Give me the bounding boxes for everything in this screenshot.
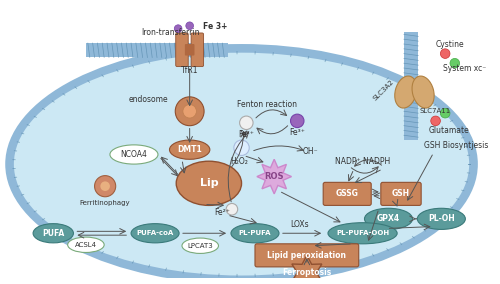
Text: PL-OH: PL-OH xyxy=(428,214,454,223)
FancyBboxPatch shape xyxy=(176,33,188,66)
Text: System xc⁻: System xc⁻ xyxy=(444,64,486,74)
Ellipse shape xyxy=(234,140,249,155)
Text: PUFA: PUFA xyxy=(42,229,64,238)
Ellipse shape xyxy=(182,238,218,253)
FancyBboxPatch shape xyxy=(185,44,194,56)
Text: LOXs: LOXs xyxy=(290,220,308,229)
Circle shape xyxy=(174,25,182,32)
Circle shape xyxy=(440,49,450,59)
Ellipse shape xyxy=(226,203,237,215)
Text: Lipid peroxidation: Lipid peroxidation xyxy=(268,251,346,260)
Text: Fe³⁺: Fe³⁺ xyxy=(290,128,305,137)
Text: Ferroptosis: Ferroptosis xyxy=(282,268,332,277)
Ellipse shape xyxy=(240,116,253,130)
Text: PUFA-coA: PUFA-coA xyxy=(136,230,173,236)
Circle shape xyxy=(186,22,194,30)
Ellipse shape xyxy=(11,50,472,278)
Text: LPCAT3: LPCAT3 xyxy=(188,243,213,249)
Text: TfR1: TfR1 xyxy=(181,66,198,76)
Ellipse shape xyxy=(290,114,304,128)
Ellipse shape xyxy=(131,224,179,243)
Text: Fe 3+: Fe 3+ xyxy=(203,22,228,31)
Text: Fenton reaction: Fenton reaction xyxy=(236,100,296,109)
Text: ROS: ROS xyxy=(264,172,284,181)
Circle shape xyxy=(440,108,450,118)
Text: Glutamate: Glutamate xyxy=(429,126,470,135)
Text: GSSG: GSSG xyxy=(336,189,358,198)
Ellipse shape xyxy=(176,161,242,205)
Ellipse shape xyxy=(33,224,74,243)
Text: GSH Biosyntjesis: GSH Biosyntjesis xyxy=(424,141,488,150)
Ellipse shape xyxy=(110,145,158,164)
Ellipse shape xyxy=(5,44,478,284)
Text: Fe²⁺: Fe²⁺ xyxy=(238,130,254,139)
Polygon shape xyxy=(257,159,292,194)
FancyBboxPatch shape xyxy=(255,244,358,267)
Text: OH⁻: OH⁻ xyxy=(303,147,318,156)
Ellipse shape xyxy=(412,76,434,108)
FancyBboxPatch shape xyxy=(381,182,421,205)
FancyBboxPatch shape xyxy=(191,33,203,66)
Text: ACSL4: ACSL4 xyxy=(75,242,97,248)
Ellipse shape xyxy=(418,208,466,229)
FancyBboxPatch shape xyxy=(404,32,418,140)
Ellipse shape xyxy=(176,97,204,126)
Ellipse shape xyxy=(231,224,279,243)
Ellipse shape xyxy=(100,181,110,191)
Text: SLC7A11: SLC7A11 xyxy=(419,108,450,114)
Text: endosome: endosome xyxy=(129,95,168,104)
Text: NADP⁺ NADPH: NADP⁺ NADPH xyxy=(335,157,390,166)
Text: Fe²⁺: Fe²⁺ xyxy=(214,208,230,217)
FancyBboxPatch shape xyxy=(323,182,371,205)
Text: DMT1: DMT1 xyxy=(178,145,202,154)
Text: Iron-transferrin: Iron-transferrin xyxy=(142,28,200,37)
Ellipse shape xyxy=(183,105,196,118)
Text: Ferritinophagy: Ferritinophagy xyxy=(80,201,130,206)
Text: GPX4: GPX4 xyxy=(377,214,400,223)
Text: SLC3A2: SLC3A2 xyxy=(372,78,396,101)
Ellipse shape xyxy=(395,76,417,108)
Text: PL-PUFA-OOH: PL-PUFA-OOH xyxy=(336,230,389,236)
Polygon shape xyxy=(292,255,322,284)
Ellipse shape xyxy=(94,176,116,197)
Circle shape xyxy=(431,116,440,126)
Ellipse shape xyxy=(170,140,210,159)
Ellipse shape xyxy=(68,237,104,252)
Ellipse shape xyxy=(14,53,469,275)
FancyBboxPatch shape xyxy=(86,43,228,57)
Ellipse shape xyxy=(328,223,397,244)
Text: Lip: Lip xyxy=(200,178,218,188)
Text: NCOA4: NCOA4 xyxy=(120,150,148,159)
Circle shape xyxy=(450,59,460,68)
Text: Cystine: Cystine xyxy=(436,39,464,49)
Text: H₂O₂: H₂O₂ xyxy=(230,157,248,166)
Text: PL-PUFA: PL-PUFA xyxy=(238,230,271,236)
Text: GSH: GSH xyxy=(392,189,410,198)
Ellipse shape xyxy=(364,208,412,229)
